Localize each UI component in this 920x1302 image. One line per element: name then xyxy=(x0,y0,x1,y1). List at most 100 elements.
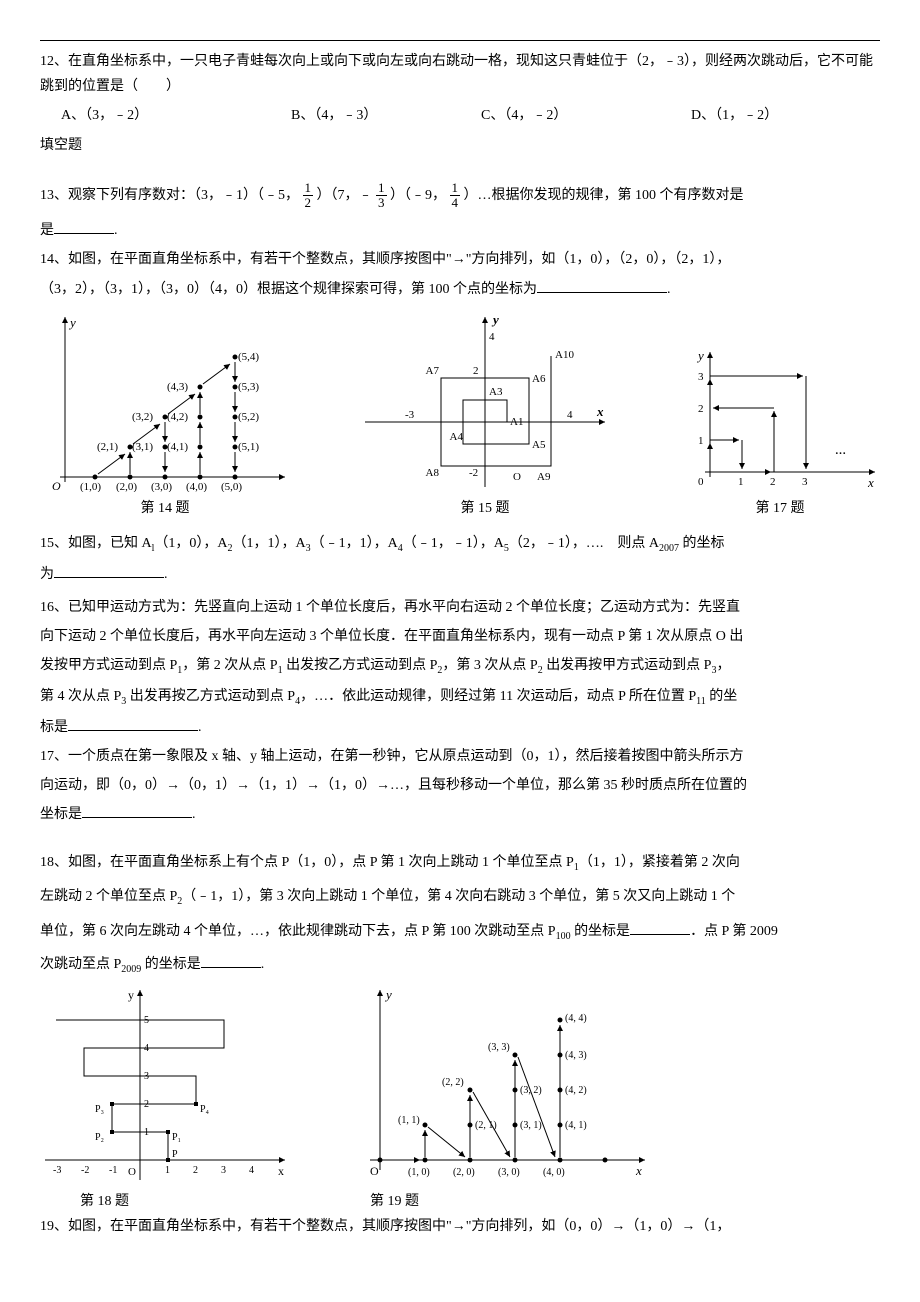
q15-blank xyxy=(54,564,164,578)
q16-l1: 16、已知甲运动方式为：先竖直向上运动 1 个单位长度后，再水平向右运动 2 个… xyxy=(40,595,880,620)
svg-text:1: 1 xyxy=(738,476,744,488)
q12-text: 12、在直角坐标系中，一只电子青蛙每次向上或向下或向左或向右跳动一格，现知这只青… xyxy=(40,49,880,99)
q15-l2: 为. xyxy=(40,562,880,587)
q14-line2a: （3，2），（3，1），（3，0）（4，0）根据这个规律探索可得，第 100 个… xyxy=(40,282,537,297)
q17-l2: 向运动，即（0，0）→（0，1）→（1，1）→（1，0）→…，且每秒移动一个单位… xyxy=(40,773,880,798)
fig15-caption: 第 15 题 xyxy=(461,496,510,521)
q13-frac2: 13 xyxy=(376,181,387,211)
svg-text:(3, 1): (3, 1) xyxy=(520,1120,542,1131)
figures-row2: y x O -3 -2 -1 1 2 3 4 1 2 3 4 xyxy=(40,985,880,1214)
svg-text:A4: A4 xyxy=(450,431,464,443)
fig17-svg: y x 3 2 1 0 1 2 3 … xyxy=(680,342,880,492)
svg-text:A7: A7 xyxy=(426,365,440,377)
q16-l5: 标是. xyxy=(40,715,880,740)
q18-l2: 左跳动 2 个单位至点 P2（﹣1，1），第 3 次向上跳动 1 个单位，第 4… xyxy=(40,882,880,913)
svg-text:-3: -3 xyxy=(405,409,415,421)
svg-text:(3, 0): (3, 0) xyxy=(498,1167,520,1178)
svg-text:P₂: P₂ xyxy=(95,1132,104,1143)
svg-text:(3, 2): (3, 2) xyxy=(520,1085,542,1096)
svg-text:A5: A5 xyxy=(532,439,546,451)
q16-l4: 第 4 次从点 P3 出发再按乙方式运动到点 P4，…．依此运动规律，则经过第 … xyxy=(40,684,880,711)
svg-text:(3, 3): (3, 3) xyxy=(488,1042,510,1053)
fill-title: 填空题 xyxy=(40,133,880,158)
svg-text:O: O xyxy=(513,471,521,483)
svg-text:A8: A8 xyxy=(426,467,440,479)
svg-text:P₁: P₁ xyxy=(172,1132,181,1143)
svg-text:A9: A9 xyxy=(537,471,551,483)
svg-text:O: O xyxy=(128,1166,136,1178)
q18-blank1 xyxy=(630,921,690,935)
svg-text:4: 4 xyxy=(567,409,573,421)
svg-text:y: y xyxy=(491,312,499,327)
svg-text:0: 0 xyxy=(698,476,704,488)
q13-blank xyxy=(54,220,114,234)
fig19-caption: 第 19 题 xyxy=(370,1189,419,1214)
svg-text:(2,1): (2,1) xyxy=(97,441,118,453)
q13-end: . xyxy=(114,223,118,238)
svg-text:2: 2 xyxy=(144,1099,149,1110)
svg-text:2: 2 xyxy=(770,476,776,488)
svg-text:(2,0): (2,0) xyxy=(116,481,137,492)
fig14-y: y xyxy=(68,315,76,330)
q14-blank xyxy=(537,279,667,293)
svg-text:y: y xyxy=(384,987,392,1002)
svg-text:(4, 2): (4, 2) xyxy=(565,1085,587,1096)
q16-l2: 向下运动 2 个单位长度后，再水平向左运动 3 个单位长度．在平面直角坐标系内，… xyxy=(40,624,880,649)
q17-blank xyxy=(82,804,192,818)
svg-text:4: 4 xyxy=(144,1043,149,1054)
svg-text:(5,4): (5,4) xyxy=(238,351,259,363)
q13-mid1: ）（7，﹣ xyxy=(317,188,373,203)
q15-l1: 15、如图，已知 Al（1，0），A2（1，1），A3（﹣1，1），A4（﹣1，… xyxy=(40,531,880,558)
svg-text:(4,1): (4,1) xyxy=(167,441,188,453)
q13-frac3: 14 xyxy=(450,181,461,211)
fig14-caption: 第 14 题 xyxy=(141,496,190,521)
svg-text:1: 1 xyxy=(144,1127,149,1138)
fig19: y x O (1, 0) xyxy=(350,985,650,1214)
svg-text:P₃: P₃ xyxy=(95,1104,104,1115)
svg-text:2: 2 xyxy=(473,365,479,377)
svg-text:4: 4 xyxy=(489,331,495,343)
svg-text:(1, 0): (1, 0) xyxy=(408,1167,430,1178)
q12-choice-c: C、（4，﹣2） xyxy=(481,103,631,128)
svg-text:x: x xyxy=(596,404,604,419)
top-rule xyxy=(40,40,880,41)
q13-post: ）…根据你发现的规律，第 100 个有序数对是 xyxy=(464,188,744,203)
q13: 13、观察下列有序数对：（3，﹣1）（﹣5， 12 ）（7，﹣ 13 ）（﹣9，… xyxy=(40,178,880,214)
fig17-caption: 第 17 题 xyxy=(756,496,805,521)
q13-line2: 是. xyxy=(40,218,880,243)
svg-text:(4, 0): (4, 0) xyxy=(543,1167,565,1178)
svg-text:(3,1): (3,1) xyxy=(132,441,153,453)
fig14-svg: y O xyxy=(40,312,290,492)
svg-text:3: 3 xyxy=(221,1165,226,1176)
q14-line1: 14、如图，在平面直角坐标系中，有若干个整数点，其顺序按图中"→"方向排列，如（… xyxy=(40,247,880,272)
q12-choice-d: D、（1，﹣2） xyxy=(691,103,778,128)
q19-text: 19、如图，在平面直角坐标系中，有若干个整数点，其顺序按图中"→"方向排列，如（… xyxy=(40,1214,880,1239)
svg-text:y: y xyxy=(696,348,704,363)
svg-text:4: 4 xyxy=(249,1165,254,1176)
q13-mid2: ）（﹣9， xyxy=(390,188,446,203)
q12-choices: A、（3，﹣2） B、（4，﹣3） C、（4，﹣2） D、（1，﹣2） xyxy=(40,103,880,128)
q13-frac1: 12 xyxy=(303,181,314,211)
svg-text:(2, 1): (2, 1) xyxy=(475,1120,497,1131)
svg-text:A10: A10 xyxy=(555,349,574,361)
svg-text:P: P xyxy=(172,1149,178,1160)
svg-text:(1, 1): (1, 1) xyxy=(398,1115,420,1126)
svg-text:(4, 1): (4, 1) xyxy=(565,1120,587,1131)
fig14: y O xyxy=(40,312,290,521)
q16-l3: 发按甲方式运动到点 P1，第 2 次从点 P1 出发按乙方式运动到点 P2，第 … xyxy=(40,653,880,680)
fig19-svg: y x O (1, 0) xyxy=(350,985,650,1185)
svg-text:-2: -2 xyxy=(469,467,478,479)
svg-text:(5,1): (5,1) xyxy=(238,441,259,453)
svg-text:(4, 3): (4, 3) xyxy=(565,1050,587,1061)
q13-pre: 13、观察下列有序数对：（3，﹣1）（﹣5， xyxy=(40,188,299,203)
svg-text:x: x xyxy=(867,475,874,490)
svg-text:2: 2 xyxy=(698,403,704,415)
svg-text:(5,3): (5,3) xyxy=(238,381,259,393)
svg-text:y: y xyxy=(128,988,134,1002)
svg-text:A3: A3 xyxy=(489,386,503,398)
figures-row: y O xyxy=(40,312,880,521)
svg-text:1: 1 xyxy=(165,1165,170,1176)
svg-text:5: 5 xyxy=(144,1015,149,1026)
q14-line2b: . xyxy=(667,282,671,297)
q17-l1: 17、一个质点在第一象限及 x 轴、y 轴上运动，在第一秒钟，它从原点运动到（0… xyxy=(40,744,880,769)
